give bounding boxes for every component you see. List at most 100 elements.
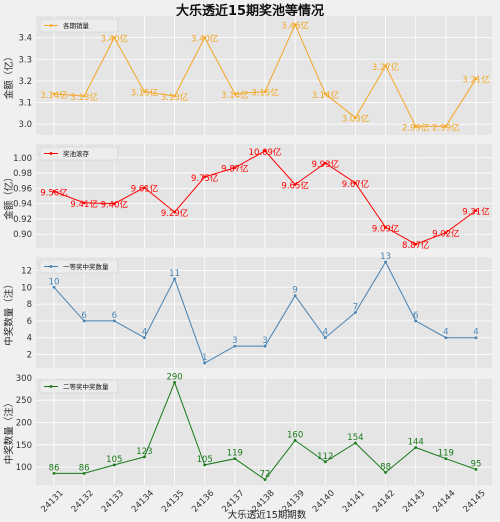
data-label: 160 (287, 430, 303, 440)
data-label: 9.67亿 (342, 179, 369, 190)
data-label: 95 (471, 459, 482, 469)
legend: 奖池滚存 (39, 146, 119, 161)
data-label: 105 (197, 455, 213, 465)
data-point (323, 460, 327, 464)
y-tick-label: 3.2 (18, 77, 32, 87)
data-label: 6 (112, 311, 117, 321)
y-axis-label: 金额（亿） (3, 52, 15, 100)
data-point (143, 455, 146, 459)
y-tick-label: 6 (27, 317, 32, 327)
y-tick-label: 3.3 (18, 55, 32, 65)
data-label: 119 (438, 449, 454, 459)
y-axis-label: 中奖数量（注） (3, 398, 15, 465)
x-tick-label: 24131 (39, 488, 65, 514)
data-label: 1 (202, 353, 207, 363)
legend-entry: 各期销量 (63, 21, 90, 30)
data-label: 4 (473, 328, 478, 338)
data-point (474, 209, 478, 212)
x-tick-label: 24132 (70, 488, 96, 514)
x-tick-label: 24134 (130, 488, 156, 514)
data-label: 10.09亿 (249, 147, 282, 158)
legend-marker (49, 385, 53, 388)
data-point (444, 457, 448, 461)
legend-marker (49, 265, 53, 268)
legend-entry: 奖池滚存 (63, 149, 90, 158)
y-tick-label: 3.1 (18, 99, 32, 109)
data-label: 9.65亿 (281, 181, 308, 192)
data-label: 4 (142, 328, 147, 338)
data-point (354, 441, 357, 445)
data-point (203, 175, 207, 179)
data-label: 88 (380, 463, 391, 473)
data-point (444, 336, 448, 340)
data-point (444, 124, 448, 128)
data-label: 9.56亿 (40, 187, 67, 198)
data-point (203, 361, 207, 365)
y-tick-label: 150 (16, 441, 32, 451)
legend-marker (49, 24, 53, 27)
data-point (354, 116, 357, 120)
y-tick-label: 4 (27, 334, 32, 344)
data-point (293, 183, 297, 186)
data-label: 2.99亿 (402, 122, 429, 133)
data-point (233, 344, 237, 348)
y-tick-label: 1.00 (13, 154, 32, 164)
data-label: 3.15亿 (251, 88, 278, 99)
data-point (82, 201, 86, 205)
data-point (384, 471, 387, 474)
data-point (52, 285, 56, 289)
y-tick-label: 3.0 (18, 120, 32, 130)
data-point (263, 149, 267, 153)
data-point (293, 438, 297, 442)
data-point (323, 161, 327, 165)
x-tick-label: 24142 (371, 488, 397, 514)
y-tick-label: 2 (27, 351, 32, 361)
y-tick-label: 200 (16, 419, 32, 429)
y-axis-label: 中奖数量（注） (3, 279, 15, 346)
legend-marker (49, 152, 53, 155)
data-point (173, 380, 176, 384)
plot-area (36, 257, 492, 368)
data-point (414, 446, 418, 449)
y-tick-label: 10 (21, 283, 32, 293)
data-label: 72 (260, 470, 271, 480)
data-point (414, 124, 418, 128)
data-label: 7 (353, 303, 358, 313)
data-point (323, 92, 327, 96)
legend-box (39, 146, 119, 161)
data-point (143, 90, 146, 94)
data-point (173, 210, 176, 214)
data-label: 3.15亿 (131, 88, 158, 99)
y-tick-label: 12 (21, 266, 32, 276)
data-point (52, 92, 56, 96)
data-point (52, 471, 56, 475)
data-point (203, 36, 207, 40)
legend-box (39, 18, 119, 33)
y-tick-label: 3.4 (18, 34, 32, 44)
data-label: 9.31亿 (462, 207, 489, 218)
data-point (263, 478, 267, 482)
data-label: 9.09亿 (372, 223, 399, 234)
data-point (384, 64, 387, 68)
data-point (263, 90, 267, 94)
data-point (414, 319, 418, 323)
data-point (143, 186, 146, 189)
data-label: 9.61亿 (131, 184, 158, 195)
data-point (143, 336, 146, 340)
data-label: 3.14亿 (221, 90, 248, 101)
data-label: 3.13亿 (161, 92, 188, 103)
data-point (173, 277, 176, 281)
data-label: 3.14亿 (312, 90, 339, 101)
data-label: 86 (49, 463, 60, 473)
data-point (293, 23, 297, 27)
data-label: 9.41亿 (70, 199, 97, 210)
data-point (474, 77, 478, 81)
legend: 各期销量 (39, 18, 119, 33)
data-point (414, 242, 418, 246)
y-tick-label: 8 (27, 300, 32, 310)
data-point (263, 344, 267, 348)
data-point (323, 336, 327, 340)
data-label: 11 (169, 269, 180, 279)
